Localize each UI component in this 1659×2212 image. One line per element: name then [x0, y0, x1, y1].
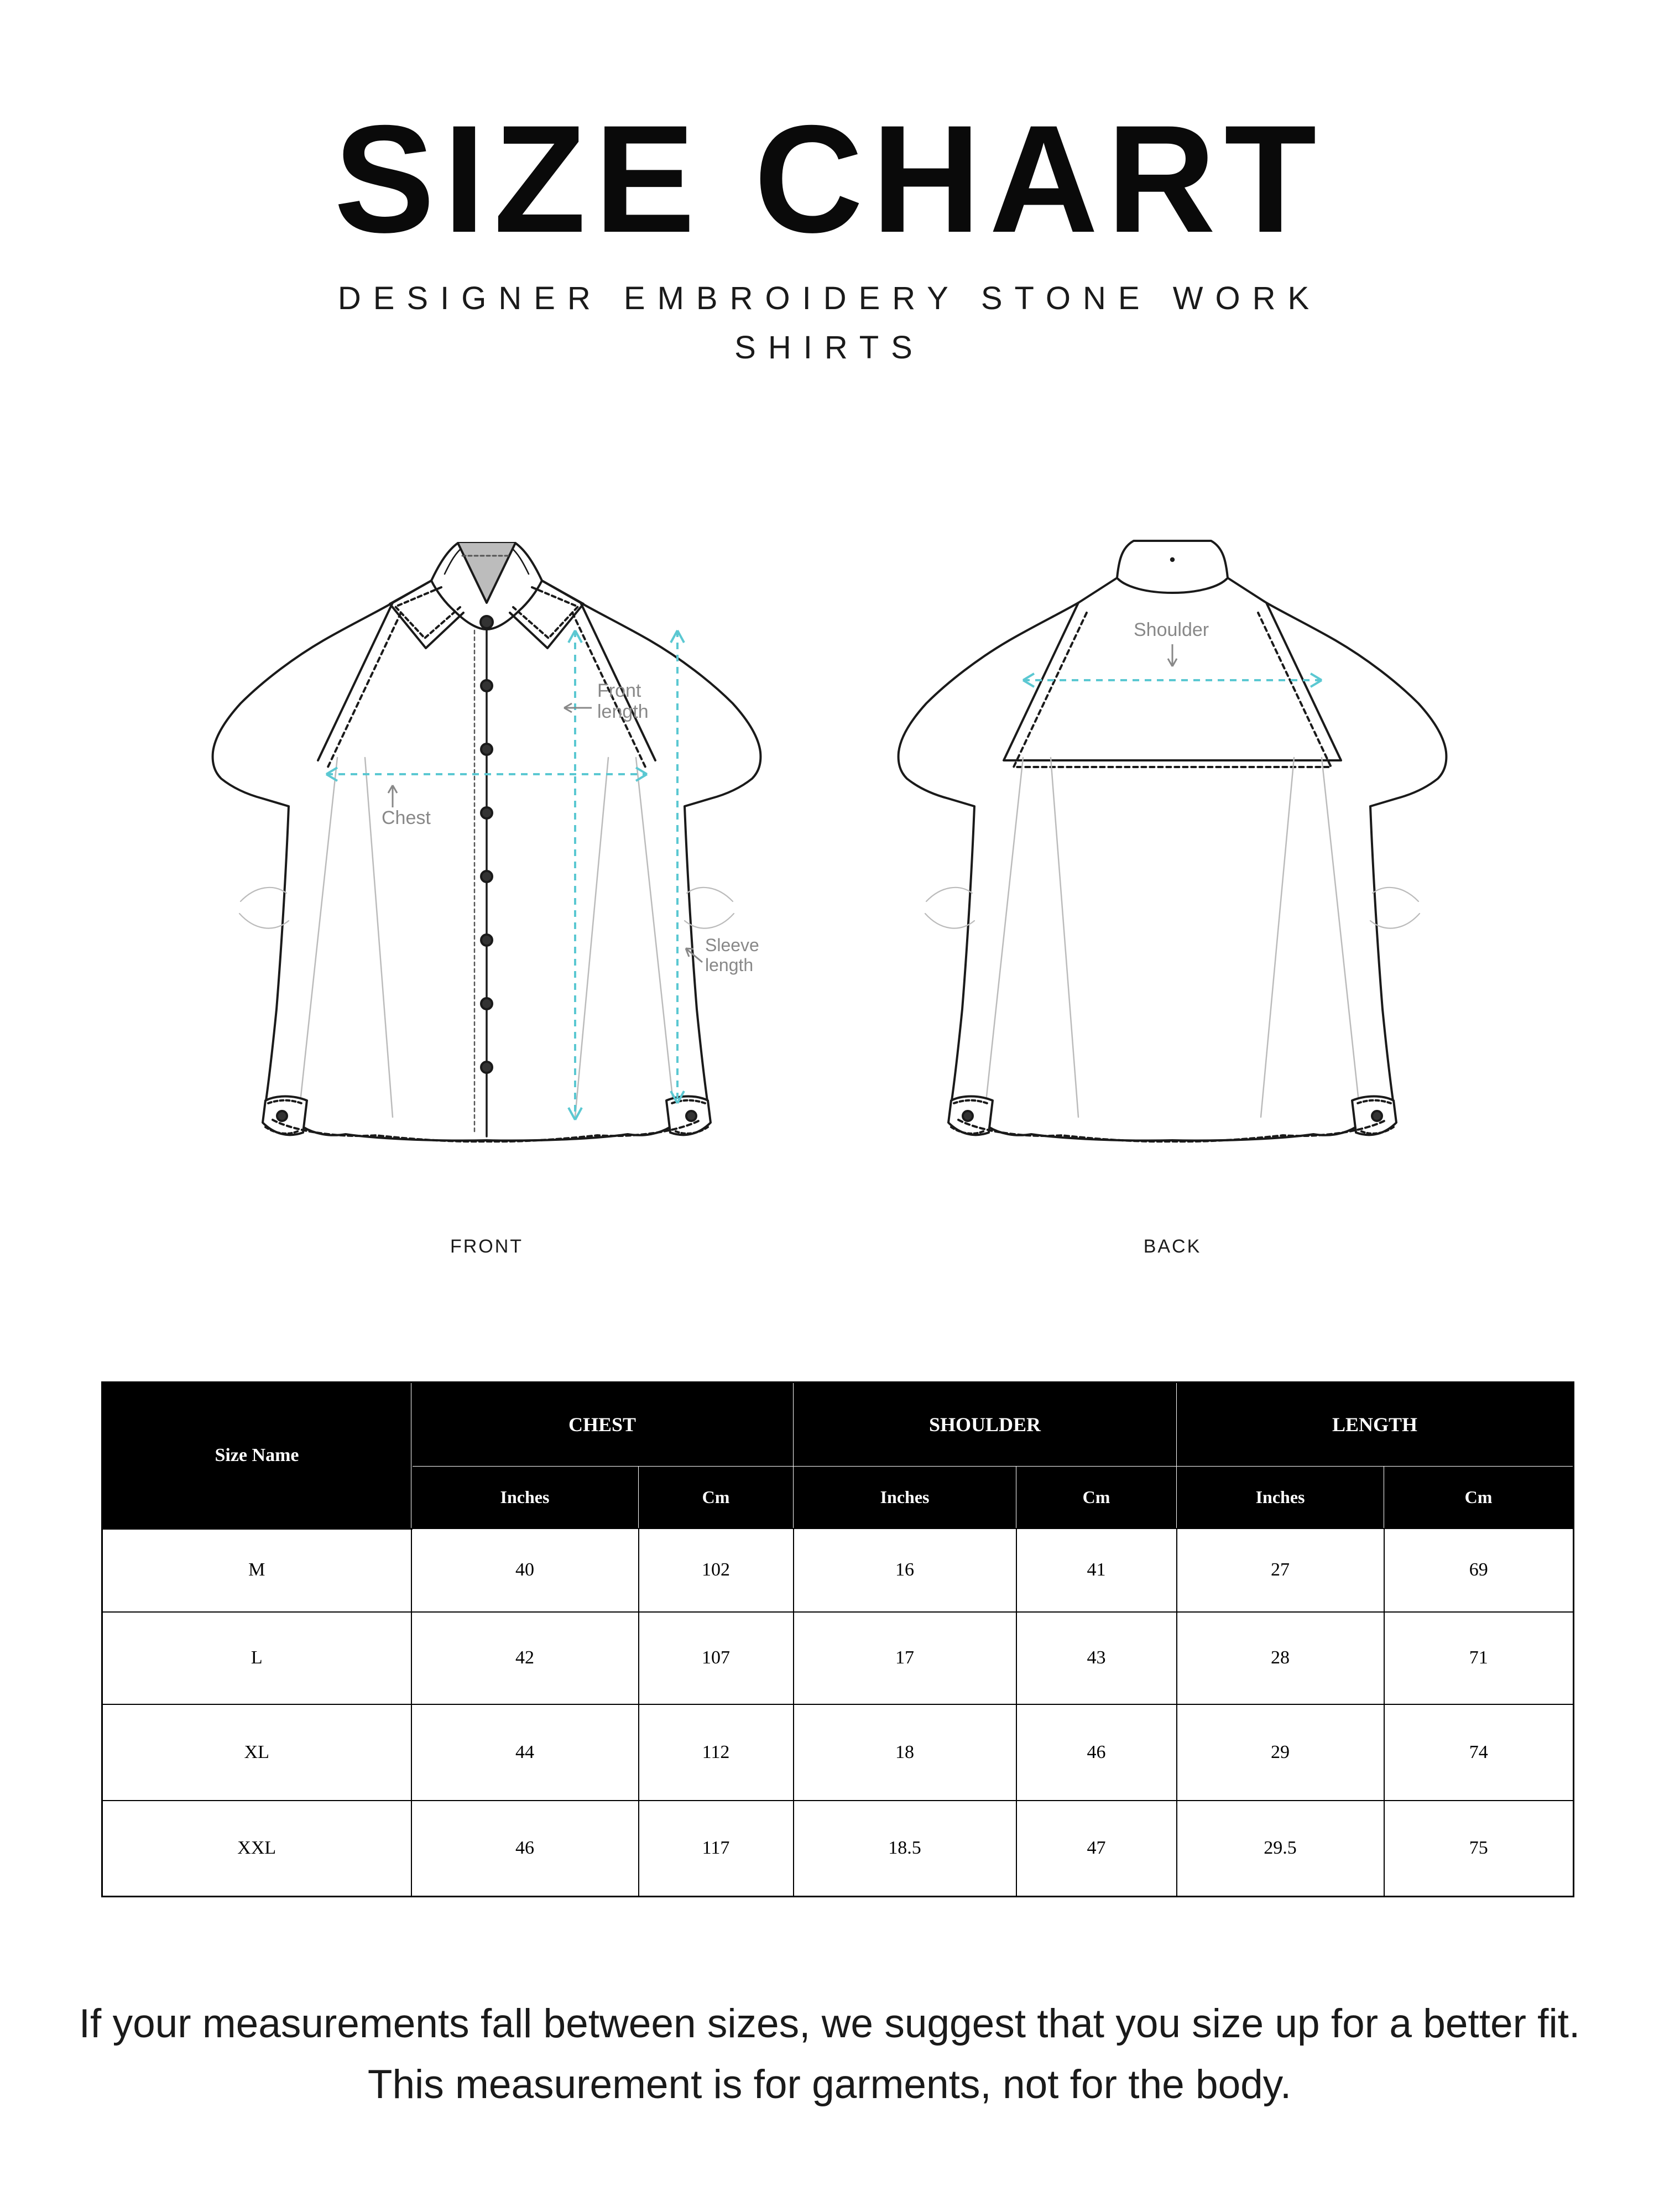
svg-text:length: length — [597, 701, 649, 722]
svg-text:Chest: Chest — [382, 807, 431, 828]
svg-text:length: length — [705, 955, 753, 975]
svg-text:Sleeve: Sleeve — [705, 935, 759, 955]
svg-text:Shoulder: Shoulder — [1134, 619, 1209, 640]
svg-text:Front: Front — [597, 680, 641, 701]
